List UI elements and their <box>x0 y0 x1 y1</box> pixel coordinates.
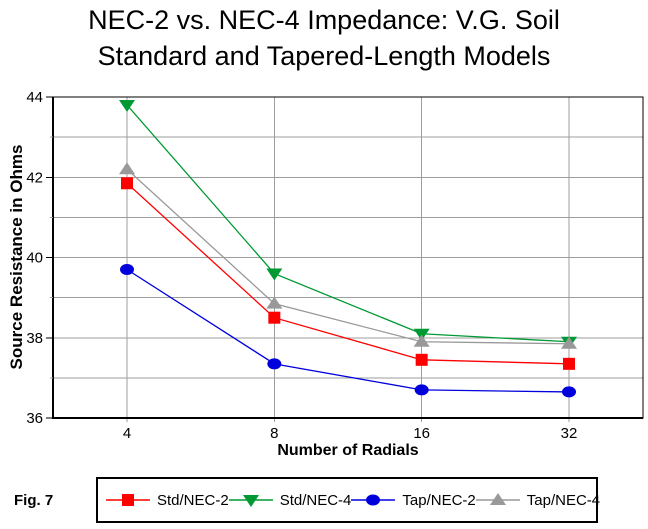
y-axis-title: Source Resistance in Ohms <box>7 144 26 370</box>
svg-text:36: 36 <box>26 410 43 427</box>
svg-text:44: 44 <box>26 89 43 106</box>
legend-label: Std/NEC-4 <box>279 491 352 509</box>
series-std-nec-2 <box>121 177 575 370</box>
series-tap-nec-4 <box>119 162 577 349</box>
legend-label: Tap/NEC-4 <box>526 491 601 509</box>
svg-text:38: 38 <box>26 330 43 347</box>
legend-marker-circle-icon <box>351 494 396 506</box>
legend-marker-triangle-down-icon <box>228 495 273 507</box>
legend: Std/NEC-2 Std/NEC-4 Tap/NEC-2 Tap/NEC-4 <box>96 477 601 523</box>
svg-text:8: 8 <box>270 425 278 442</box>
svg-text:16: 16 <box>413 425 430 442</box>
svg-text:4: 4 <box>123 425 131 442</box>
legend-label: Tap/NEC-2 <box>402 491 476 509</box>
series-tap-nec-2 <box>120 264 576 398</box>
chart-title: NEC-2 vs. NEC-4 Impedance: V.G. Soil Sta… <box>0 2 648 74</box>
legend-item-tap-nec-4: Tap/NEC-4 <box>475 491 601 509</box>
legend-item-tap-nec-2: Tap/NEC-2 <box>351 491 476 509</box>
svg-text:40: 40 <box>26 250 43 267</box>
legend-label: Std/NEC-2 <box>157 491 229 509</box>
x-axis-ticks: 4 8 16 32 <box>123 425 578 442</box>
chart-title-line2: Standard and Tapered-Length Models <box>97 41 551 71</box>
y-axis-ticks: 36 38 40 42 44 <box>26 89 53 427</box>
x-axis-title: Number of Radials <box>277 442 419 459</box>
figure-number: Fig. 7 <box>14 492 54 509</box>
gridlines <box>53 97 643 422</box>
svg-text:32: 32 <box>561 425 578 442</box>
svg-text:42: 42 <box>26 169 43 186</box>
legend-marker-square-icon <box>106 494 150 506</box>
legend-marker-triangle-up-icon <box>475 493 520 505</box>
chart-title-line1: NEC-2 vs. NEC-4 Impedance: V.G. Soil <box>88 5 560 35</box>
legend-item-std-nec-2: Std/NEC-2 <box>106 492 229 509</box>
legend-item-std-nec-4: Std/NEC-4 <box>228 491 352 509</box>
